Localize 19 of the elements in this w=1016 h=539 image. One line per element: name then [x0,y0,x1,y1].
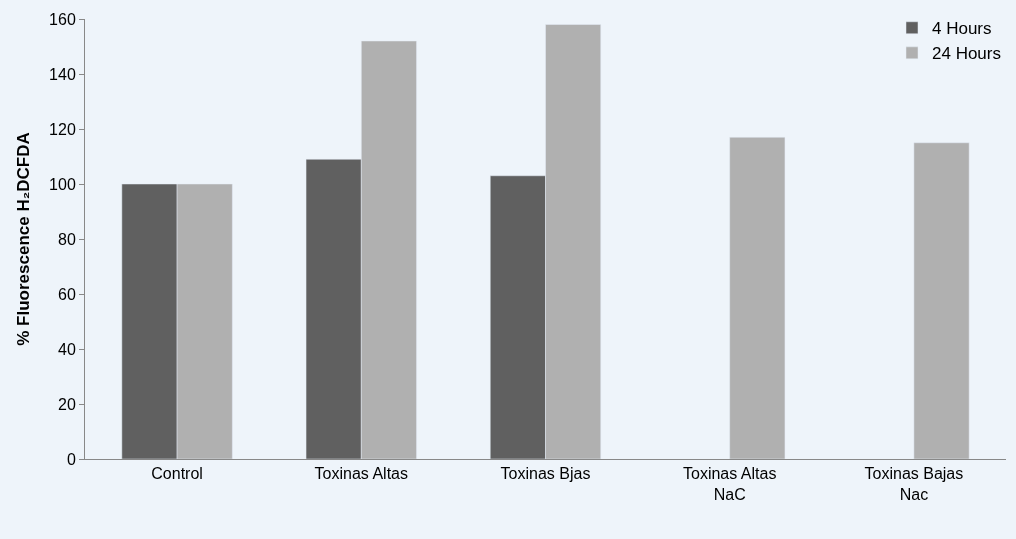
x-tick-label: Toxinas Altas NaC [683,465,777,503]
y-tick-label: 60 [58,285,76,303]
legend-label: 24 Hours [932,44,1001,64]
legend-label: 4 Hours [932,19,992,39]
x-tick-label: Toxinas Bajas Nac [864,465,964,503]
y-axis-title: % Fluorescence H₂DCFDA [13,132,33,346]
y-tick-label: 80 [58,230,76,248]
y-tick-label: 140 [49,65,76,83]
y-tick-label: 0 [66,450,76,468]
x-tick-label: Control [151,465,203,483]
y-tick-label: 120 [49,120,76,138]
bar [729,137,786,459]
bar [913,142,970,459]
y-tick-label: 40 [58,340,76,358]
y-tick-label: 100 [49,175,76,193]
x-tick-label: Toxinas Bjas [500,465,591,483]
y-tick-label: 160 [49,10,76,28]
x-tick-label: Toxinas Altas [314,465,408,483]
y-tick-label: 20 [58,395,76,413]
